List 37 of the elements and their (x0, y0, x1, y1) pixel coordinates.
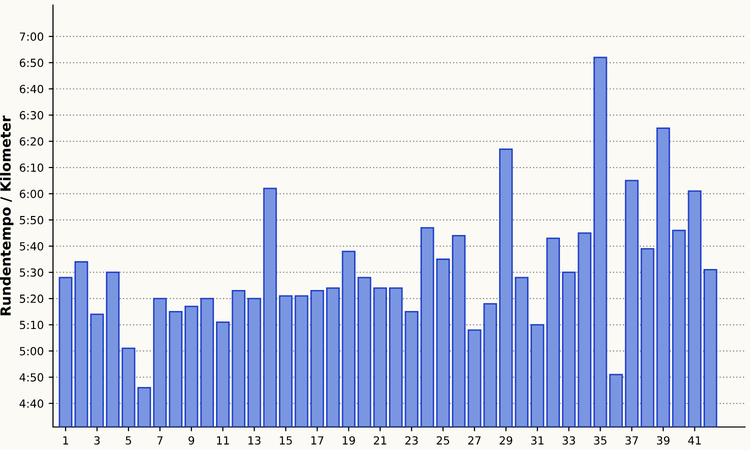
x-tick-label: 15 (280, 436, 292, 445)
y-tick-label: 5:00 (20, 346, 44, 356)
x-tick-label: 33 (562, 436, 576, 445)
x-tick-label: 29 (500, 436, 512, 445)
x-tick-label: 19 (342, 436, 355, 445)
x-tick-label: 41 (688, 436, 701, 444)
y-tick-label: 5:10 (20, 320, 44, 330)
x-tick-label: 31 (531, 436, 544, 445)
x-tick-label: 3 (94, 436, 100, 445)
x-tick-label: 17 (311, 436, 324, 444)
x-tick-label: 35 (594, 436, 606, 445)
y-tick-label: 6:00 (20, 190, 44, 198)
y-tick-label: 6:30 (20, 111, 44, 120)
y-tick-label: 4:50 (20, 373, 44, 382)
y-tick-label: 4:40 (20, 399, 44, 408)
x-tick-label: 21 (374, 436, 386, 444)
x-tick-label: 25 (436, 436, 450, 445)
x-tick-label: 27 (468, 436, 481, 444)
y-tick-label: 6:20 (20, 137, 44, 146)
y-tick-label: 5:20 (20, 294, 44, 303)
x-tick-label: 39 (656, 436, 670, 445)
y-tick-label: 5:40 (20, 242, 44, 251)
y-tick-label: 5:50 (20, 216, 44, 224)
x-tick-label: 1 (63, 436, 68, 444)
y-tick-label: 6:10 (20, 163, 44, 172)
x-tick-label: 11 (217, 436, 229, 444)
x-tick-label: 23 (405, 436, 418, 445)
y-axis-title: Rundentempo / Kilometer (0, 115, 14, 316)
x-tick-label: 5 (126, 436, 132, 445)
x-tick-label: 13 (248, 436, 260, 445)
x-tick-label: 7 (157, 436, 163, 444)
x-tick-label: 37 (626, 436, 638, 445)
y-tick-label: 7:00 (20, 32, 44, 41)
y-tick-label: 5:30 (20, 268, 44, 277)
y-tick-label: 6:40 (20, 84, 44, 94)
x-tick-label: 9 (188, 436, 194, 445)
y-tick-label: 6:50 (20, 58, 44, 68)
